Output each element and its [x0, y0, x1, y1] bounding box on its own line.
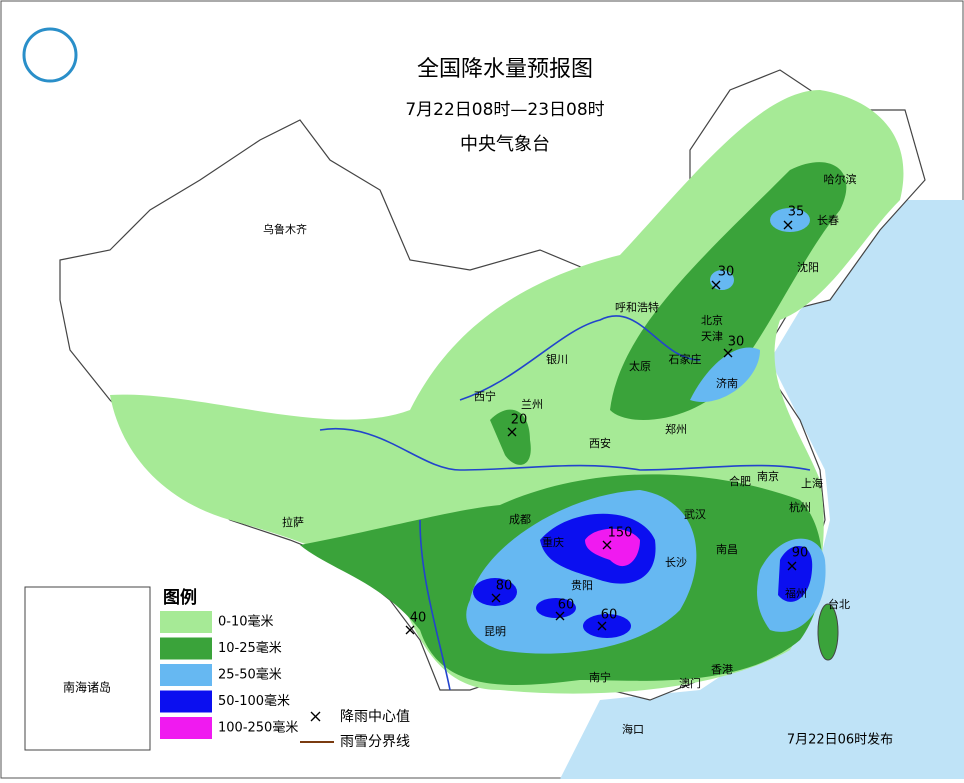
city-label: 澳门: [679, 676, 701, 690]
city-label: 乌鲁木齐: [263, 222, 307, 236]
city-label: 南昌: [716, 543, 738, 556]
area-50-100: [778, 546, 813, 602]
city-label: 西宁: [474, 389, 496, 403]
city-label: 天津: [701, 330, 723, 343]
rain-center-value: 150: [608, 526, 633, 541]
city-label: 郑州: [665, 422, 687, 436]
rain-center-value: 80: [496, 579, 513, 594]
inset: [24, 586, 151, 751]
city-label: 济南: [716, 376, 738, 390]
rain-center-mark: [597, 621, 607, 631]
city-label: 长春: [817, 214, 839, 227]
legend-swatch: [160, 637, 212, 660]
legend-title: 图例: [163, 587, 197, 608]
city-label: 哈尔滨: [824, 172, 857, 186]
legend: 0-10毫米 10-25毫米 25-50毫米 50-100毫米 100-250毫米: [160, 611, 298, 739]
subtitle: 7月22日08时—23日08时: [405, 100, 604, 120]
city-label: 武汉: [684, 508, 706, 521]
city-label: 南宁: [589, 670, 611, 684]
rain-center-value: 60: [601, 608, 618, 623]
legend-swatch: [160, 611, 212, 633]
rain-center-mark: [783, 220, 793, 230]
legend-label: 10-25毫米: [218, 640, 282, 656]
city-label: 贵阳: [571, 579, 593, 592]
inset-label: 南海诸岛: [63, 680, 111, 695]
rain-center-mark: [491, 593, 501, 603]
city-label: 长沙: [665, 556, 687, 569]
city-label: 银川: [546, 352, 568, 366]
city-label: 昆明: [484, 625, 506, 638]
area-25-50: [690, 347, 760, 402]
legend-swatch: [160, 664, 212, 686]
rain-center-mark: [711, 280, 721, 290]
city-label: 合肥: [729, 474, 751, 488]
area-100-250: [585, 528, 640, 567]
rain-center-mark: [507, 427, 517, 437]
rain-center-value: 30: [718, 265, 735, 280]
legend-label: 0-10毫米: [218, 614, 274, 630]
legend-swatch: [160, 717, 212, 739]
rain-center-mark: [405, 625, 415, 635]
legend-swatch: [160, 690, 212, 713]
logo: [22, 27, 78, 83]
legend-label: 100-250毫米: [218, 720, 298, 736]
rain-center-mark: [787, 561, 797, 571]
city-label: 北京: [701, 313, 723, 327]
city-label: 杭州: [789, 500, 811, 514]
city-label: 拉萨: [282, 515, 304, 529]
city-label: 西安: [589, 436, 611, 450]
legend-label: 25-50毫米: [218, 667, 282, 683]
area-50-100: [536, 598, 576, 618]
rain-areas: [110, 90, 904, 694]
city-label: 台北: [828, 597, 850, 611]
city-label: 兰州: [521, 398, 543, 411]
footer: 7月22日06时发布: [787, 732, 893, 748]
area-50-100: [473, 578, 517, 606]
area-25-50: [770, 208, 810, 232]
rain-center-value: 30: [728, 335, 745, 350]
city-label: 沈阳: [797, 260, 819, 274]
legend-note: 雨雪分界线: [340, 734, 410, 750]
area-10-25: [490, 409, 531, 465]
city-label: 石家庄: [669, 352, 702, 366]
city-label: 成都: [509, 513, 531, 526]
rain-center-mark: [723, 348, 733, 358]
rain-center-value: 90: [792, 546, 809, 561]
rain-center-mark: [555, 611, 565, 621]
city-label: 福州: [785, 586, 807, 600]
rivers: [319, 315, 811, 691]
rain-center-value: 60: [558, 598, 575, 613]
sea: [560, 200, 964, 779]
rain-center-value: 35: [788, 205, 805, 220]
city-label: 香港: [711, 663, 733, 676]
city-label: 海口: [622, 722, 644, 736]
city-label: 上海: [801, 476, 823, 490]
publisher: 中央气象台: [460, 134, 550, 155]
legend-center-symbol: [310, 711, 321, 722]
city-label: 呼和浩特: [615, 300, 659, 314]
legend-label: 50-100毫米: [218, 693, 290, 709]
taiwan: [817, 603, 839, 661]
legend-note: 降雨中心值: [340, 709, 410, 725]
rain-center-value: 20: [511, 413, 528, 428]
rain-center-mark: [602, 540, 612, 550]
title: 全国降水量预报图: [417, 57, 593, 82]
city-label: 重庆: [542, 535, 564, 549]
city-label: 南京: [757, 469, 779, 483]
city-label: 太原: [629, 360, 651, 373]
rain-center-value: 40: [410, 611, 427, 626]
area-50-100: [583, 614, 631, 638]
